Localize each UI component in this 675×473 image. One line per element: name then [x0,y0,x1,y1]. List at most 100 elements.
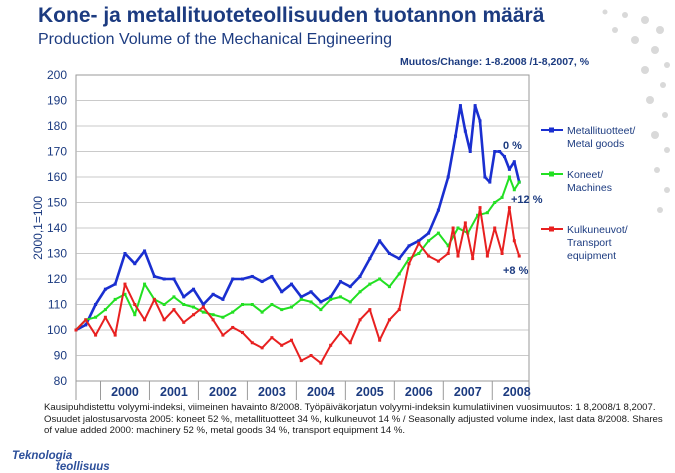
series-point-2 [397,272,401,276]
series-point-3 [319,361,323,365]
series-point-2 [368,282,372,286]
series-point-3 [123,282,127,286]
series-point-2 [201,310,205,314]
series-point-1 [446,175,450,179]
series-point-2 [270,303,274,306]
legend-swatch-marker [549,127,554,133]
series-point-2 [241,303,245,306]
series-point-3 [94,333,98,337]
series-point-3 [512,239,516,243]
series-point-1 [503,155,507,159]
series-point-2 [407,257,411,261]
series-point-2 [211,313,215,317]
y-tick-label: 180 [47,119,67,133]
series-point-1 [201,303,205,306]
series-point-3 [368,308,372,312]
series-point-1 [270,274,274,278]
series-point-1 [172,277,176,281]
series-point-1 [473,104,477,108]
x-tick-label: 2006 [405,385,433,399]
series-point-1 [182,295,186,299]
series-point-2 [280,308,284,312]
x-tick-label: 2007 [454,385,482,399]
series-point-1 [483,175,487,179]
series-point-3 [133,303,137,306]
series-point-1 [241,277,245,281]
logo-line-2: teollisuus [56,461,110,473]
series-point-2 [485,211,489,215]
series-point-3 [407,262,411,266]
legend-label: equipment [567,250,616,262]
series-point-1 [94,303,98,306]
series-point-3 [201,305,205,309]
series-point-3 [456,254,460,258]
series-point-3 [451,226,455,230]
x-tick-label: 2008 [503,385,531,399]
y-tick-label: 80 [54,374,68,388]
change-annotation: +8 % [503,265,529,277]
series-point-3 [478,206,482,210]
legend-swatch-marker [549,226,554,232]
series-point-1 [507,167,511,171]
chart-footnote: Kausipuhdistettu volyymi-indeksi, viimei… [44,402,663,436]
series-point-2 [329,297,333,301]
series-point-1 [250,274,254,278]
series-line-3 [75,206,521,365]
series-point-3 [221,333,225,337]
series-point-3 [250,341,254,345]
series-point-1 [436,208,440,212]
legend-swatch-marker [549,171,554,177]
series-point-3 [192,313,196,317]
series-point-3 [427,254,431,258]
series-point-2 [260,310,264,314]
series-point-2 [172,295,176,299]
series-point-3 [436,259,440,263]
series-point-1 [280,290,284,294]
series-point-1 [468,150,472,153]
series-point-3 [182,320,186,324]
series-point-2 [348,300,352,304]
series-point-2 [133,313,137,317]
series-point-1 [368,257,372,261]
page-title: Kone- ja metallituoteteollisuuden tuotan… [38,4,545,27]
series-point-2 [221,315,225,319]
logo-line-1: Teknologia [12,450,73,462]
series-point-1 [289,282,293,286]
series-point-2 [113,297,117,301]
y-tick-label: 90 [54,349,68,363]
series-point-3 [172,308,176,312]
series-point-3 [387,318,391,322]
series-point-3 [241,331,245,335]
x-tick-label: 2001 [160,385,188,399]
series-point-2 [192,305,196,309]
series-point-3 [113,333,117,337]
series-point-3 [211,318,215,322]
series-point-1 [113,282,117,286]
series-point-3 [348,341,352,345]
series-point-3 [299,359,303,363]
series-point-1 [478,119,482,123]
series-point-2 [299,297,303,301]
series-point-3 [463,221,467,225]
decorative-dot-pattern [495,0,675,260]
series-point-2 [456,226,460,230]
y-tick-label: 150 [47,196,67,210]
series-point-1 [299,295,303,299]
company-logo: Teknologia teollisuus [12,450,110,473]
series-point-1 [123,252,127,255]
series-point-1 [84,323,88,327]
series-point-3 [329,343,333,347]
series-point-2 [517,180,521,184]
legend-label: Metal goods [567,138,624,150]
series-point-3 [280,343,284,347]
series-point-3 [162,318,166,322]
series-point-1 [348,285,352,289]
series-point-2 [338,295,342,299]
series-point-2 [309,300,313,304]
series-point-1 [493,150,497,153]
series-point-3 [397,308,401,312]
series-point-1 [192,287,196,291]
series-point-2 [231,310,235,314]
series-point-1 [152,274,156,278]
series-point-1 [231,277,235,281]
